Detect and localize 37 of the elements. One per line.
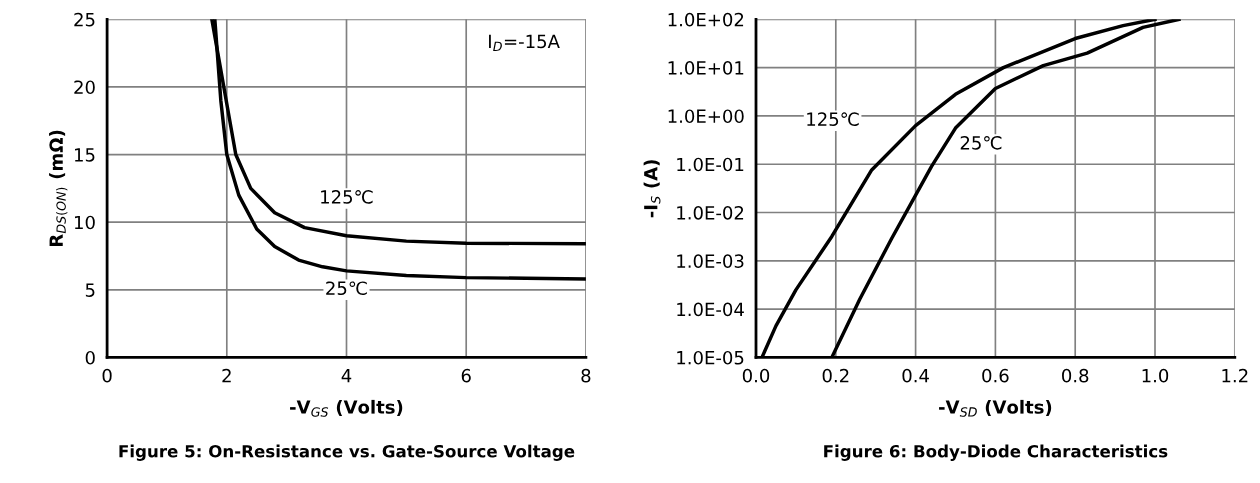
text: Figure 5: On-Resistance vs. Gate-Source Voltage	[119, 444, 575, 461]
y-axis-title: -I$_{S}$ (A)	[643, 160, 661, 218]
x-tick-label: 0.0	[742, 368, 770, 383]
y-tick-label: 1.0E-04	[677, 302, 744, 317]
x-tick-label: 1.2	[1222, 368, 1248, 383]
annotation: I$_{D}$=-15A	[489, 34, 560, 51]
y-tick-label: 5	[85, 283, 95, 297]
y-tick-label: 1.0E+02	[668, 12, 744, 27]
y-tick-label: 10	[75, 215, 95, 230]
x-tick-label: 8	[581, 368, 591, 383]
annotation: 125℃	[321, 190, 373, 204]
x-tick-label: 2	[222, 368, 231, 383]
y-tick-label: 25	[74, 12, 95, 27]
annotation: 25℃	[326, 281, 367, 296]
y-tick-label: 1.0E-03	[677, 254, 744, 268]
x-tick-label: 0.4	[902, 368, 929, 383]
x-tick-label: 6	[461, 368, 471, 383]
annotation: 25℃	[960, 136, 1002, 150]
x-tick-label: 1.0	[1142, 368, 1169, 383]
annotation: 125℃	[807, 112, 859, 126]
x-tick-label: 0.2	[822, 368, 849, 383]
text: Figure 6: Body-Diode Characteristics	[824, 444, 1168, 461]
x-tick-label: 0	[102, 368, 112, 383]
x-tick-label: 0.8	[1062, 368, 1089, 383]
y-axis-title: R$_{DS(ON)}$ (mΩ)	[49, 130, 68, 247]
y-tick-label: 15	[75, 148, 95, 162]
y-tick-label: 1.0E-02	[677, 205, 744, 220]
y-tick-label: 1.0E-01	[677, 157, 744, 172]
x-axis-title: -V$_{SD}$ (Volts)	[939, 399, 1052, 417]
y-tick-label: 20	[74, 80, 95, 95]
x-tick-label: 0.6	[982, 368, 1009, 383]
x-tick-label: 4	[341, 369, 352, 383]
y-tick-label: 1.0E+00	[668, 109, 744, 124]
x-axis-title: -V$_{GS}$ (Volts)	[290, 399, 403, 417]
y-tick-label: 1.0E+01	[668, 61, 744, 75]
y-tick-label: 1.0E-05	[677, 350, 744, 365]
y-tick-label: 0	[85, 350, 95, 365]
